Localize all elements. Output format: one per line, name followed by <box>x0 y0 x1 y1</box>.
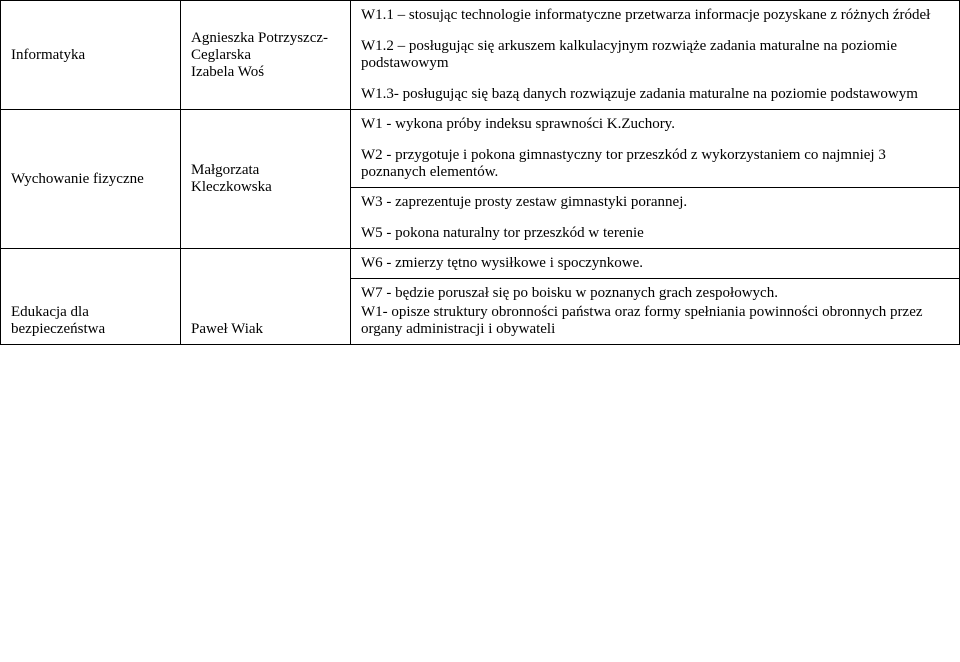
teacher-cell: Paweł Wiak <box>181 249 351 345</box>
outcome-text: W2 - przygotuje i pokona gimnastyczny to… <box>361 147 949 181</box>
outcome-text: W1- opisze struktury obronności państwa … <box>361 304 949 338</box>
subject-text: Wychowanie fizyczne <box>11 171 144 187</box>
subject-text: Informatyka <box>11 47 85 63</box>
teacher-line: Małgorzata Kleczkowska <box>191 162 340 196</box>
outcome-text: W1.1 – stosując technologie informatyczn… <box>361 7 949 24</box>
teacher-line: Paweł Wiak <box>191 321 340 338</box>
subject-cell: Edukacja dla bezpieczeństwa <box>1 249 181 345</box>
teacher-line: Agnieszka Potrzyszcz- Ceglarska <box>191 30 340 64</box>
outcome-text: W1.2 – posługując się arkuszem kalkulacy… <box>361 38 949 72</box>
table-row: Wychowanie fizyczne Małgorzata Kleczkows… <box>1 110 960 188</box>
outcome-text: W1.3- posługując się bazą danych rozwiąz… <box>361 86 949 103</box>
outcome-cell: W1 - wykona próby indeksu sprawności K.Z… <box>351 110 960 188</box>
outcome-cell: W1.1 – stosując technologie informatyczn… <box>351 1 960 110</box>
outcome-text: W7 - będzie poruszał się po boisku w poz… <box>361 285 949 302</box>
table-row: Informatyka Agnieszka Potrzyszcz- Ceglar… <box>1 1 960 110</box>
subject-cell: Informatyka <box>1 1 181 110</box>
table-row: Edukacja dla bezpieczeństwa Paweł Wiak W… <box>1 249 960 279</box>
subject-text: Edukacja dla bezpieczeństwa <box>11 304 105 337</box>
teacher-cell: Agnieszka Potrzyszcz- Ceglarska Izabela … <box>181 1 351 110</box>
curriculum-table: Informatyka Agnieszka Potrzyszcz- Ceglar… <box>0 0 960 345</box>
teacher-line: Izabela Woś <box>191 64 340 81</box>
subject-cell: Wychowanie fizyczne <box>1 110 181 249</box>
teacher-cell: Małgorzata Kleczkowska <box>181 110 351 249</box>
outcome-text: W6 - zmierzy tętno wysiłkowe i spoczynko… <box>361 255 949 272</box>
outcome-text: W1 - wykona próby indeksu sprawności K.Z… <box>361 116 949 133</box>
outcome-text: W5 - pokona naturalny tor przeszkód w te… <box>361 225 949 242</box>
outcome-cell: W3 - zaprezentuje prosty zestaw gimnasty… <box>351 188 960 249</box>
outcome-cell: W6 - zmierzy tętno wysiłkowe i spoczynko… <box>351 249 960 279</box>
outcome-text: W3 - zaprezentuje prosty zestaw gimnasty… <box>361 194 949 211</box>
outcome-cell: W7 - będzie poruszał się po boisku w poz… <box>351 279 960 345</box>
